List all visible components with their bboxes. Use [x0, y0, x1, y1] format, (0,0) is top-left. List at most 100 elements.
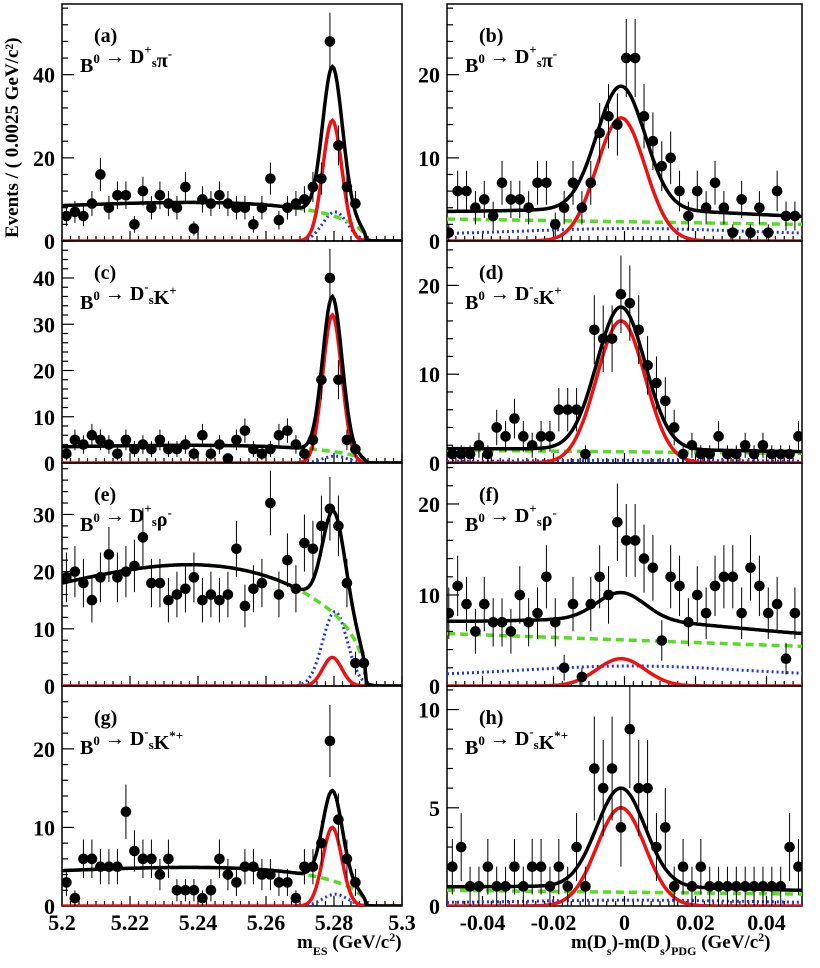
decay-label-part: s [152, 55, 157, 70]
data-point [282, 554, 293, 566]
data-point [642, 360, 653, 371]
data-point [350, 877, 361, 888]
data-point [299, 448, 310, 460]
decay-label-part: - [552, 505, 556, 520]
data-point [660, 395, 671, 407]
data-point [299, 861, 310, 873]
data-point [638, 553, 650, 564]
data-point [718, 202, 730, 214]
total-fit-curve [62, 509, 402, 686]
data-point [603, 110, 614, 122]
data-point [793, 431, 802, 442]
data-point [214, 439, 225, 450]
data-point [731, 881, 742, 892]
data-point [535, 861, 547, 873]
data-point [509, 413, 520, 424]
y-tick-label: 20 [418, 492, 440, 517]
data-point [668, 881, 680, 892]
y-tick-label: 40 [33, 266, 55, 291]
decay-label-part: 0 [478, 733, 485, 748]
curves-group [447, 686, 802, 906]
data-point [736, 194, 747, 205]
curves-group [447, 483, 802, 686]
decay-label-d: B0 → D-sK+ [465, 279, 562, 314]
data-point [647, 135, 659, 147]
data-point [505, 194, 517, 205]
data-point [594, 571, 605, 583]
x-axis-title-right: m(Ds)-m(Ds)PDG (GeV/c2) [571, 930, 771, 958]
peaking-background-curve [447, 898, 802, 904]
curves-group [447, 255, 802, 463]
data-point [256, 448, 268, 460]
y-axis-title: Events / ( 0.0025 GeV/c²) [2, 38, 23, 238]
peaking-background-curve [447, 227, 802, 235]
data-point [514, 194, 526, 205]
decay-label-part: D [515, 46, 529, 68]
data-point [341, 853, 353, 865]
data-point [642, 782, 653, 794]
data-point [214, 853, 225, 865]
x-tick-label: 5.22 [111, 910, 150, 935]
data-point [455, 448, 467, 460]
data-point [603, 589, 614, 601]
data-point [231, 434, 242, 446]
decay-label-part: *+ [554, 728, 568, 743]
decay-label-part: D [515, 283, 529, 305]
data-point [464, 881, 476, 892]
y-tick-label: 10 [418, 698, 440, 723]
y-tick-label: 20 [33, 560, 55, 585]
decay-label-part: K [539, 732, 555, 754]
data-point [558, 662, 570, 674]
data-point [273, 877, 285, 888]
data-point [333, 140, 344, 151]
data-point [739, 439, 751, 451]
signal-curve [447, 116, 802, 241]
data-point [452, 185, 463, 197]
data-point [137, 853, 149, 865]
data-point [674, 185, 685, 197]
data-point [95, 434, 106, 446]
data-point [487, 616, 499, 628]
decay-label-part: D [130, 505, 144, 527]
data-point [665, 571, 676, 583]
decay-label-part: → [485, 46, 515, 68]
data-point [748, 448, 760, 460]
y-tick-label: 0 [429, 674, 440, 699]
data-point [549, 616, 561, 628]
data-point [62, 210, 72, 222]
decay-label-part: + [529, 42, 536, 57]
data-point [532, 607, 543, 619]
data-point [731, 448, 742, 460]
data-point [154, 869, 166, 880]
data-point [299, 194, 310, 205]
decay-label-part: 0 [93, 288, 100, 303]
decay-label-part: D [515, 505, 529, 527]
data-point [647, 562, 659, 573]
data-point [629, 52, 641, 64]
data-point [683, 616, 694, 628]
panel-frame [446, 462, 803, 687]
data-point [713, 881, 724, 892]
y-tick-label: 20 [33, 146, 55, 171]
curves-group [62, 470, 402, 686]
data-point [553, 861, 565, 873]
data-point [290, 583, 302, 595]
data-point [727, 571, 739, 583]
data-point [656, 635, 668, 646]
y-tick-label: 10 [33, 405, 55, 430]
data-points [447, 483, 801, 686]
decay-label-part: + [554, 283, 561, 298]
data-point [197, 429, 208, 441]
data-point [771, 185, 783, 197]
data-point [154, 577, 166, 589]
signal-curve [447, 319, 802, 463]
data-point [482, 448, 494, 460]
data-point [248, 219, 259, 230]
decay-label-part: K [154, 287, 170, 309]
data-point [447, 861, 458, 873]
data-point [766, 881, 778, 892]
data-point [585, 598, 597, 610]
data-point [695, 861, 707, 873]
data-point [265, 173, 276, 184]
